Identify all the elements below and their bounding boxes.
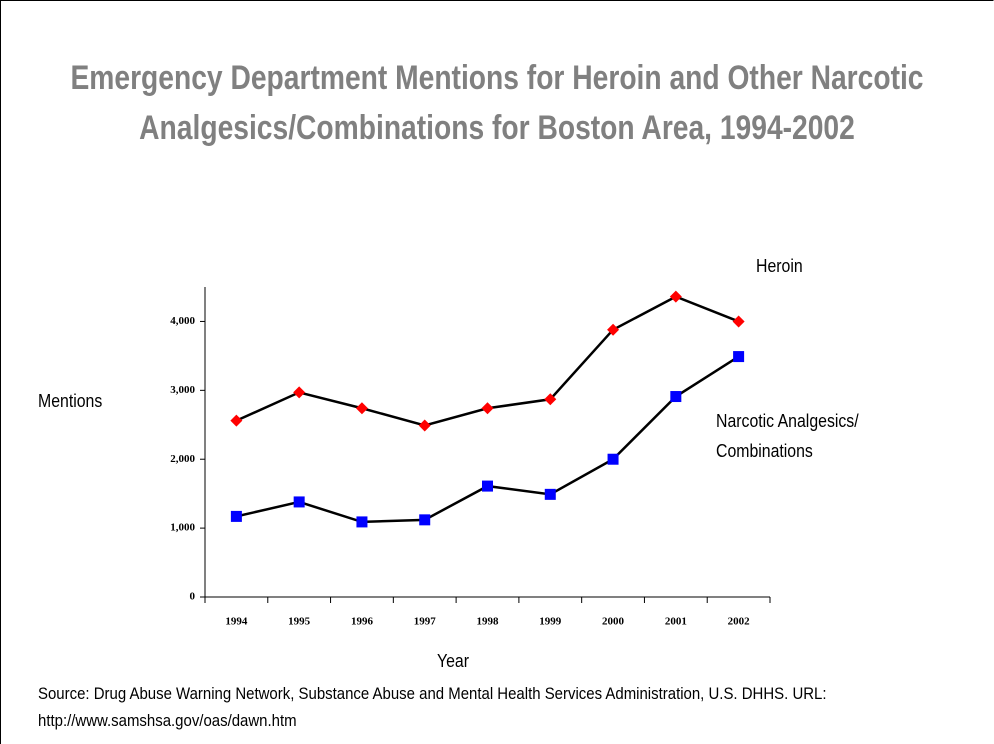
x-tick-label: 1996: [351, 616, 374, 628]
source-note: Source: Drug Abuse Warning Network, Subs…: [38, 684, 827, 730]
series-label: Narcotic Analgesics/ Combinations: [716, 411, 859, 461]
x-tick-label: 2002: [728, 616, 751, 628]
series-label: Heroin: [756, 256, 803, 276]
data-point: [732, 315, 745, 328]
data-point: [481, 402, 494, 415]
data-point: [482, 480, 493, 492]
y-tick-label: 0: [190, 591, 196, 603]
y-tick-label: 1,000: [170, 522, 195, 534]
x-tick-label: 1994: [225, 616, 248, 628]
data-point: [356, 516, 368, 528]
x-tick-label: 1995: [288, 616, 311, 628]
x-tick-label: 2000: [602, 616, 625, 628]
data-point: [607, 453, 619, 465]
y-axis-label: Mentions: [38, 391, 103, 411]
data-point: [230, 510, 242, 522]
data-point: [670, 391, 682, 403]
x-axis-label: Year: [437, 651, 470, 671]
data-point: [293, 496, 305, 508]
series-line: [236, 355, 740, 524]
data-point: [418, 419, 431, 432]
y-tick-label: 3,000: [170, 384, 195, 396]
data-point: [733, 351, 745, 363]
x-tick-label: 1999: [539, 616, 562, 628]
x-tick-label: 1998: [477, 616, 500, 628]
data-point: [293, 386, 306, 399]
data-point: [544, 488, 556, 500]
x-tick-label: 2001: [665, 616, 687, 628]
data-point: [419, 514, 431, 526]
data-point: [355, 402, 368, 415]
data-point: [669, 290, 682, 303]
data-point: [544, 393, 557, 406]
data-point: [230, 414, 243, 427]
y-tick-label: 4,000: [170, 315, 195, 327]
chart-title: Emergency Department Mentions for Heroin…: [70, 59, 924, 147]
y-tick-label: 2,000: [170, 453, 195, 465]
x-tick-label: 1997: [414, 616, 437, 628]
data-point: [607, 323, 620, 336]
